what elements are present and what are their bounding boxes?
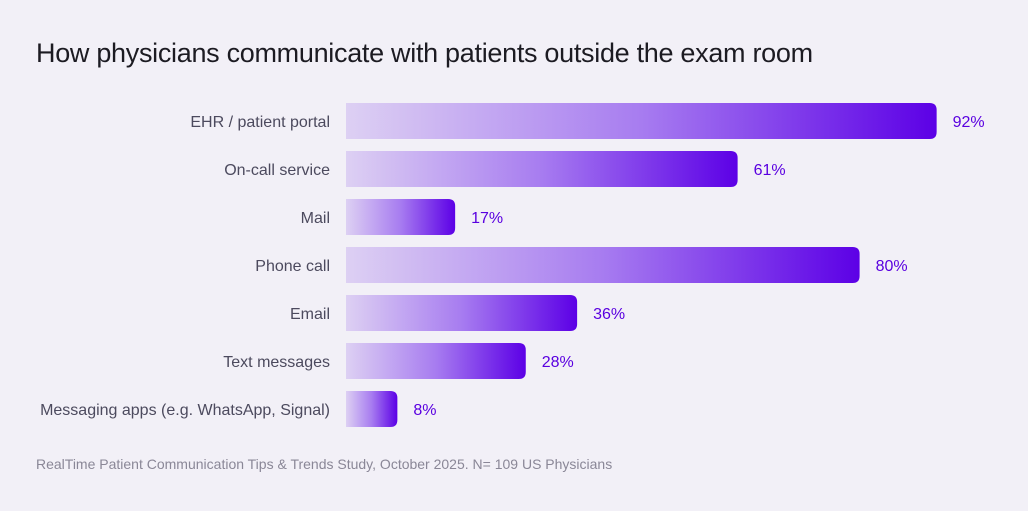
bar	[346, 151, 738, 187]
category-label: Mail	[301, 210, 330, 227]
bar	[346, 103, 937, 139]
value-label: 28%	[542, 354, 574, 371]
value-label: 36%	[593, 306, 625, 323]
category-label: Text messages	[223, 354, 330, 371]
category-label: On-call service	[224, 162, 330, 179]
bar	[346, 295, 578, 331]
category-label: Email	[290, 306, 330, 323]
bar	[346, 247, 860, 283]
source-note: RealTime Patient Communication Tips & Tr…	[36, 456, 613, 472]
category-label: EHR / patient portal	[190, 114, 330, 131]
bar	[346, 199, 456, 235]
value-label: 8%	[413, 402, 436, 419]
category-label: Phone call	[255, 258, 330, 275]
value-label: 92%	[953, 114, 985, 131]
bar	[346, 391, 398, 427]
chart-title: How physicians communicate with patients…	[36, 38, 813, 68]
value-label: 80%	[876, 258, 908, 275]
bar	[346, 343, 526, 379]
value-label: 61%	[754, 162, 786, 179]
category-label: Messaging apps (e.g. WhatsApp, Signal)	[40, 402, 330, 419]
value-label: 17%	[471, 210, 503, 227]
